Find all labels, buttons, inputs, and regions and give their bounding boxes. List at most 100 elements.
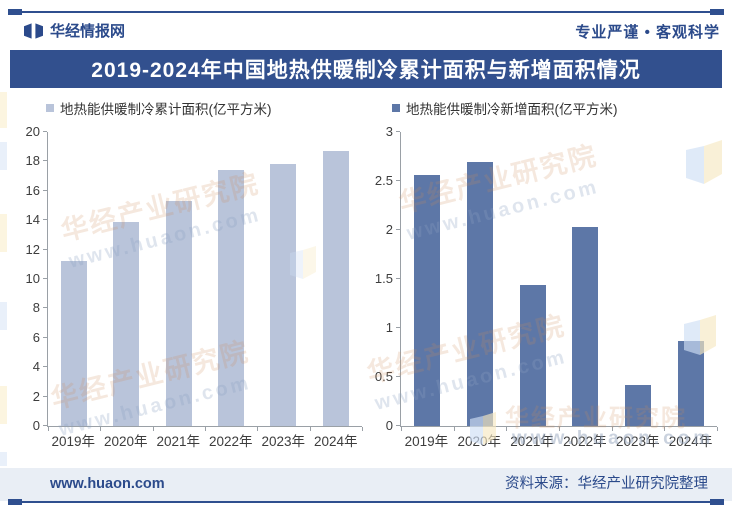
bar [572,227,599,426]
top-rule-left-cap [8,9,22,15]
bar-column-2020年 [100,132,152,426]
y-tick-mark [43,425,47,426]
x-axis-label: 2024年 [313,434,358,449]
y-tick-mark [396,327,400,328]
x-tick-mark [664,427,666,431]
x-axis-label: 2019年 [404,434,449,449]
legend-new: 地热能供暖制冷新增面积(亿平方米) [392,98,618,118]
bottom-rule-left-cap [8,499,22,505]
bar [519,284,546,426]
y-tick-label: 0.5 [374,369,393,385]
bottom-rule-right-cap [710,499,724,505]
y-tick-mark [396,425,400,426]
y-tick-label: 2 [385,222,393,238]
y-tick-label: 2.5 [374,173,393,188]
bar-column-2021年 [153,132,205,426]
x-axis-label: 2022年 [563,434,607,449]
huajing-logo-icon [24,22,43,39]
brand-name: 华经情报网 [50,23,126,40]
x-tick-mark [401,427,402,431]
x-axis-label: 2021年 [510,434,554,449]
bar [625,384,652,426]
x-tick-mark [559,427,560,431]
bars-cumulative [48,132,362,426]
x-tick-mark [309,427,311,431]
bottom-rule [8,501,724,503]
y-tick-mark [396,131,400,132]
bar-column-2021年 [506,132,559,426]
bar [270,164,297,426]
x-tick-mark [48,427,49,431]
plot-area-cumulative: 0 2 4 6 8 10 12 14 16 18 20 [26,124,363,433]
bar-column-2023年 [612,132,665,426]
legend-marker-cumulative [46,104,54,112]
y-tick-mark [43,278,47,279]
y-tick-label: 6 [32,329,40,345]
x-tick-mark [257,427,259,431]
y-tick-mark [43,336,47,338]
bar-column-2024年 [310,132,362,426]
y-tick-label: 1.5 [374,271,393,286]
legend-cumulative: 地热能供暖制冷累计面积(亿平方米) [46,98,272,118]
y-tick-label: 20 [25,124,40,139]
x-axis-labels-new: 2019年 2020年 2021年 2022年 2023年 2024年 [400,432,717,452]
x-tick-mark [152,427,154,431]
bar-column-2023年 [257,132,309,426]
bar [677,340,704,426]
y-tick-label: 12 [25,241,40,257]
x-tick-mark [506,427,508,431]
page-title: 2019-2024年中国地热供暖制冷累计面积与新增面积情况 [91,59,641,82]
y-tick-label: 2 [32,388,40,404]
brand: 华经情报网 [24,20,125,41]
x-axis-label: 2023年 [261,434,306,449]
x-axis-label: 2024年 [668,434,713,449]
bar-column-2019年 [48,132,100,426]
y-tick-mark [43,366,47,368]
x-axis-label: 2023年 [615,434,660,449]
edge-decoration [0,92,7,128]
footer-site-url: www.huaon.com [50,476,165,492]
x-axis-label: 2020年 [457,434,502,449]
bar [61,261,88,426]
y-tick-label: 1 [385,320,393,336]
chart-new-area: 0 0.5 1 1.5 2 2.5 3 2019年 2020年 2021年 2022年 2023年 2… [363,124,722,455]
bar-column-2019年 [401,132,454,426]
y-tick-label: 16 [25,182,40,198]
top-rule-right-cap [710,9,724,15]
y-tick-mark [43,307,47,309]
top-rule [8,11,724,13]
chart-cumulative-area: 0 2 4 6 8 10 12 14 16 18 20 2019年 2020年 2021年 2022年 20… [10,124,363,455]
edge-decoration [0,452,7,466]
bar [414,175,441,426]
y-tick-label: 0 [32,418,40,433]
y-tick-mark [396,278,400,279]
x-axis-labels-cumulative: 2019年 2020年 2021年 2022年 2023年 2024年 [47,432,362,452]
bar [113,221,140,426]
y-tick-label: 10 [25,271,40,286]
bar-column-2022年 [205,132,257,426]
x-tick-mark [100,427,102,431]
x-axis-label: 2022年 [208,434,253,449]
footer-source-note: 资料来源：华经产业研究院整理 [505,476,708,492]
y-tick-mark [43,189,47,191]
y-tick-label: 3 [385,124,393,139]
y-tick-mark [43,131,47,132]
x-tick-mark [453,427,455,431]
y-tick-label: 0 [385,418,393,433]
x-tick-mark [611,427,613,431]
bar-column-2020年 [454,132,507,426]
bar [165,201,192,426]
x-axis-label: 2020年 [103,434,148,449]
y-tick-mark [396,180,400,181]
y-tick-label: 14 [25,212,40,228]
bar [322,151,349,426]
slogan: 专业严谨 • 客观科学 [575,24,720,41]
bars-new [401,132,717,426]
y-tick-mark [43,160,47,162]
y-tick-label: 18 [25,153,40,169]
bar [467,162,493,426]
y-tick-label: 4 [32,359,40,375]
chart-title-bar: 2019-2024年中国地热供暖制冷累计面积与新增面积情况 [10,50,722,88]
y-tick-mark [43,395,47,397]
